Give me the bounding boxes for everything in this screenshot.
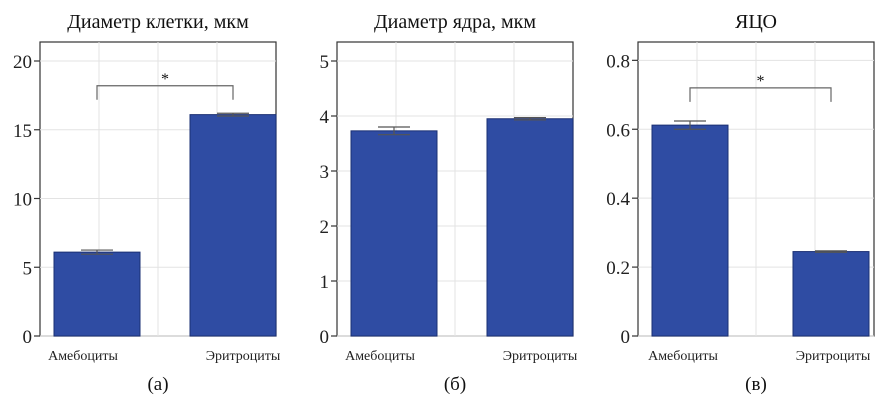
ytick-label-0-3: 15: [13, 121, 32, 142]
ytick-label-2-1: 0.2: [606, 258, 630, 279]
panel-label-1: (б): [444, 374, 466, 395]
significance-bracket-2: [689, 87, 832, 102]
ytick-label-0-2: 10: [13, 190, 32, 211]
category-label-0-1: Эритроциты: [206, 349, 281, 364]
significance-star-0: *: [161, 71, 169, 88]
panel-label-0: (а): [147, 374, 168, 395]
ytick-label-0-0: 0: [23, 327, 33, 348]
ytick-label-2-2: 0.4: [606, 189, 630, 210]
chart-title-0: Диаметр клетки, мкм: [67, 11, 249, 33]
ytick-label-1-0: 0: [320, 327, 330, 348]
ytick-label-1-3: 3: [320, 162, 330, 183]
ytick-label-1-4: 4: [320, 107, 330, 128]
bar-1-1: [486, 118, 574, 337]
ytick-label-1-5: 5: [320, 52, 330, 73]
category-label-1-0: Амебоциты: [345, 349, 415, 364]
chart-title-1: Диаметр ядра, мкм: [374, 11, 536, 33]
significance-star-2: *: [757, 73, 765, 90]
ytick-label-2-3: 0.6: [606, 120, 630, 141]
ytick-label-2-4: 0.8: [606, 51, 630, 72]
significance-bracket-0: [96, 85, 234, 100]
ytick-label-1-2: 2: [320, 217, 330, 238]
bar-2-0: [651, 124, 729, 337]
bar-2-1: [792, 251, 870, 337]
ytick-label-1-1: 1: [320, 272, 330, 293]
bar-1-0: [350, 130, 438, 337]
chart-title-2: ЯЦО: [735, 11, 777, 33]
category-label-2-1: Эритроциты: [796, 349, 871, 364]
category-label-1-1: Эритроциты: [503, 349, 578, 364]
ytick-label-0-4: 20: [13, 52, 32, 73]
bar-0-1: [189, 114, 277, 337]
ytick-label-2-0: 0: [621, 327, 631, 348]
ytick-label-0-1: 5: [23, 258, 33, 279]
category-label-0-0: Амебоциты: [48, 349, 118, 364]
category-label-2-0: Амебоциты: [648, 349, 718, 364]
panel-label-2: (в): [745, 374, 767, 395]
bar-0-0: [53, 251, 141, 337]
